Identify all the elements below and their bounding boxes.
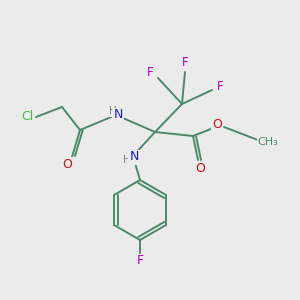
Text: F: F	[182, 56, 188, 70]
Text: F: F	[136, 254, 144, 268]
Text: F: F	[217, 80, 223, 94]
Text: N: N	[129, 151, 139, 164]
Text: H: H	[109, 106, 117, 116]
Text: F: F	[147, 67, 153, 80]
Text: N: N	[113, 109, 123, 122]
Text: Cl: Cl	[21, 110, 33, 122]
Text: O: O	[212, 118, 222, 131]
Text: O: O	[195, 163, 205, 176]
Text: CH₃: CH₃	[258, 137, 278, 147]
Text: H: H	[123, 155, 131, 165]
Text: O: O	[62, 158, 72, 170]
